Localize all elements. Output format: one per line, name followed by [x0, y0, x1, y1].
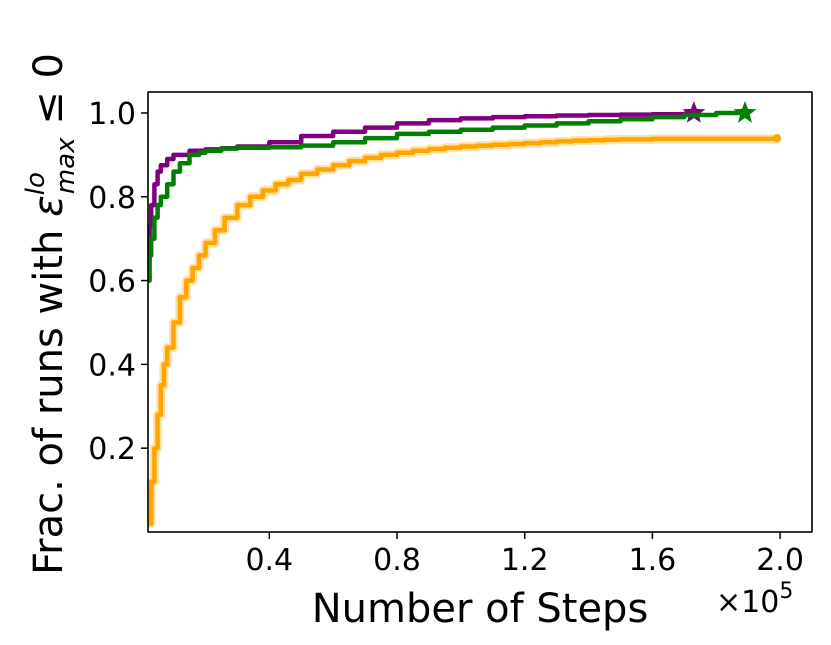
- x-tick-label: 0.8: [373, 543, 421, 578]
- y-axis-label: Frac. of runs with εlomax ≤ 0: [21, 53, 81, 575]
- x-tick-label: 0.4: [245, 543, 293, 578]
- y-axis-label-superscript: lo: [21, 172, 51, 195]
- y-tick-label: 0.6: [88, 265, 136, 300]
- x-tick-label: 1.6: [629, 543, 677, 578]
- y-tick-label: 1.0: [88, 97, 136, 132]
- plot-layer: [146, 101, 782, 529]
- x-axis-label: Number of Steps: [312, 586, 649, 632]
- end-star-marker: [682, 101, 706, 123]
- series-0: [146, 134, 782, 529]
- end-star-marker: [733, 101, 757, 123]
- y-axis-label-subscript: max: [51, 137, 81, 194]
- y-axis-label-symbol: ε: [26, 195, 72, 217]
- x-multiplier: ×105: [716, 579, 793, 620]
- axis-layer: 0.4 0.8 1.2 1.6 2.0 0.2 0.4 0.6 0.8 1.0: [88, 97, 804, 578]
- y-tick-label: 0.2: [88, 432, 136, 467]
- y-axis-label-prefix: Frac. of runs with: [26, 217, 72, 575]
- series-1: [147, 101, 706, 258]
- series-line: [147, 110, 745, 283]
- x-multiplier-exponent: 5: [779, 579, 793, 604]
- x-tick-label: 1.2: [501, 543, 549, 578]
- x-multiplier-base: ×10: [716, 585, 779, 620]
- series-line: [148, 136, 780, 526]
- y-axis-label-suffix: ≤ 0: [26, 53, 72, 137]
- y-tick-label: 0.4: [88, 348, 136, 383]
- series-2: [147, 101, 757, 283]
- end-circle-marker: [772, 134, 781, 143]
- y-tick-label: 0.8: [88, 181, 136, 216]
- plot-frame: [147, 91, 813, 533]
- x-tick-label: 2.0: [756, 543, 804, 578]
- series-line: [147, 111, 697, 258]
- series-band: [146, 134, 782, 529]
